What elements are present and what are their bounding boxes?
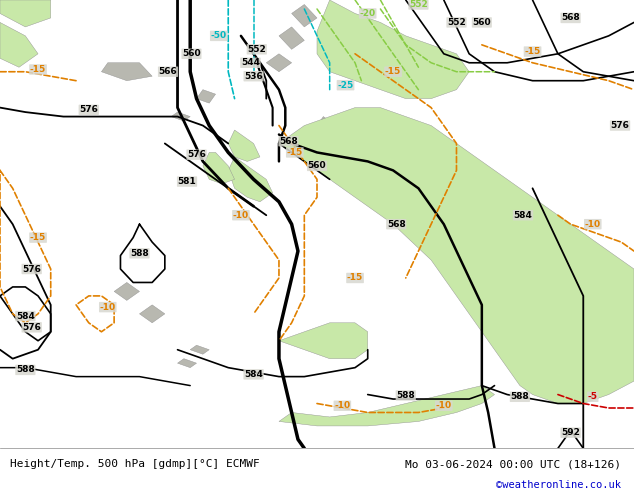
Text: -10: -10 — [436, 401, 452, 410]
Text: 584: 584 — [16, 312, 35, 320]
Text: -15: -15 — [347, 273, 363, 282]
Text: 584: 584 — [244, 370, 263, 379]
Text: 581: 581 — [178, 177, 197, 186]
Polygon shape — [279, 108, 634, 404]
Polygon shape — [139, 305, 165, 323]
Text: 588: 588 — [510, 392, 529, 401]
Text: -5: -5 — [588, 392, 598, 401]
Text: ©weatheronline.co.uk: ©weatheronline.co.uk — [496, 480, 621, 490]
Polygon shape — [197, 90, 216, 103]
Polygon shape — [0, 0, 51, 27]
Polygon shape — [190, 345, 209, 354]
Polygon shape — [228, 130, 260, 161]
Polygon shape — [228, 157, 273, 202]
Text: 566: 566 — [158, 67, 178, 76]
Text: 568: 568 — [279, 137, 298, 146]
Text: -10: -10 — [334, 401, 351, 410]
Polygon shape — [292, 4, 317, 27]
Text: -25: -25 — [337, 81, 354, 90]
Polygon shape — [203, 152, 235, 184]
Text: 536: 536 — [244, 72, 263, 81]
Text: -10: -10 — [585, 220, 601, 229]
Text: 588: 588 — [396, 391, 415, 400]
Text: -10: -10 — [100, 303, 116, 312]
Text: -20: -20 — [359, 9, 376, 18]
Text: 552: 552 — [247, 45, 266, 54]
Polygon shape — [279, 323, 368, 359]
Text: 576: 576 — [611, 121, 630, 130]
Text: -15: -15 — [30, 65, 46, 74]
Polygon shape — [317, 0, 469, 98]
Polygon shape — [178, 359, 197, 368]
Text: 588: 588 — [130, 249, 149, 258]
Polygon shape — [101, 63, 152, 81]
Polygon shape — [0, 23, 38, 67]
Polygon shape — [317, 117, 336, 135]
Text: 560: 560 — [472, 18, 491, 27]
Text: -50: -50 — [210, 31, 227, 40]
Text: 560: 560 — [182, 49, 201, 58]
Text: 568: 568 — [561, 13, 580, 23]
Polygon shape — [171, 112, 190, 121]
Text: Mo 03-06-2024 00:00 UTC (18+126): Mo 03-06-2024 00:00 UTC (18+126) — [405, 459, 621, 469]
Text: 576: 576 — [79, 105, 98, 114]
Text: 552: 552 — [447, 18, 466, 27]
Text: -15: -15 — [30, 233, 46, 242]
Polygon shape — [279, 386, 495, 426]
Text: 576: 576 — [22, 323, 41, 332]
Text: 560: 560 — [307, 161, 327, 171]
Polygon shape — [279, 27, 304, 49]
Text: -15: -15 — [385, 67, 401, 76]
Text: 588: 588 — [16, 366, 35, 374]
Polygon shape — [266, 54, 292, 72]
Text: 592: 592 — [561, 428, 580, 437]
Text: 584: 584 — [514, 211, 533, 220]
Text: 576: 576 — [22, 265, 41, 273]
Polygon shape — [114, 282, 139, 300]
Text: -15: -15 — [524, 47, 541, 56]
Text: 568: 568 — [387, 220, 406, 229]
Text: -15: -15 — [287, 148, 303, 157]
Text: -10: -10 — [233, 211, 249, 220]
Text: 576: 576 — [187, 150, 206, 159]
Text: 552: 552 — [409, 0, 428, 9]
Text: 544: 544 — [241, 58, 260, 67]
Text: Height/Temp. 500 hPa [gdmp][°C] ECMWF: Height/Temp. 500 hPa [gdmp][°C] ECMWF — [10, 459, 259, 469]
